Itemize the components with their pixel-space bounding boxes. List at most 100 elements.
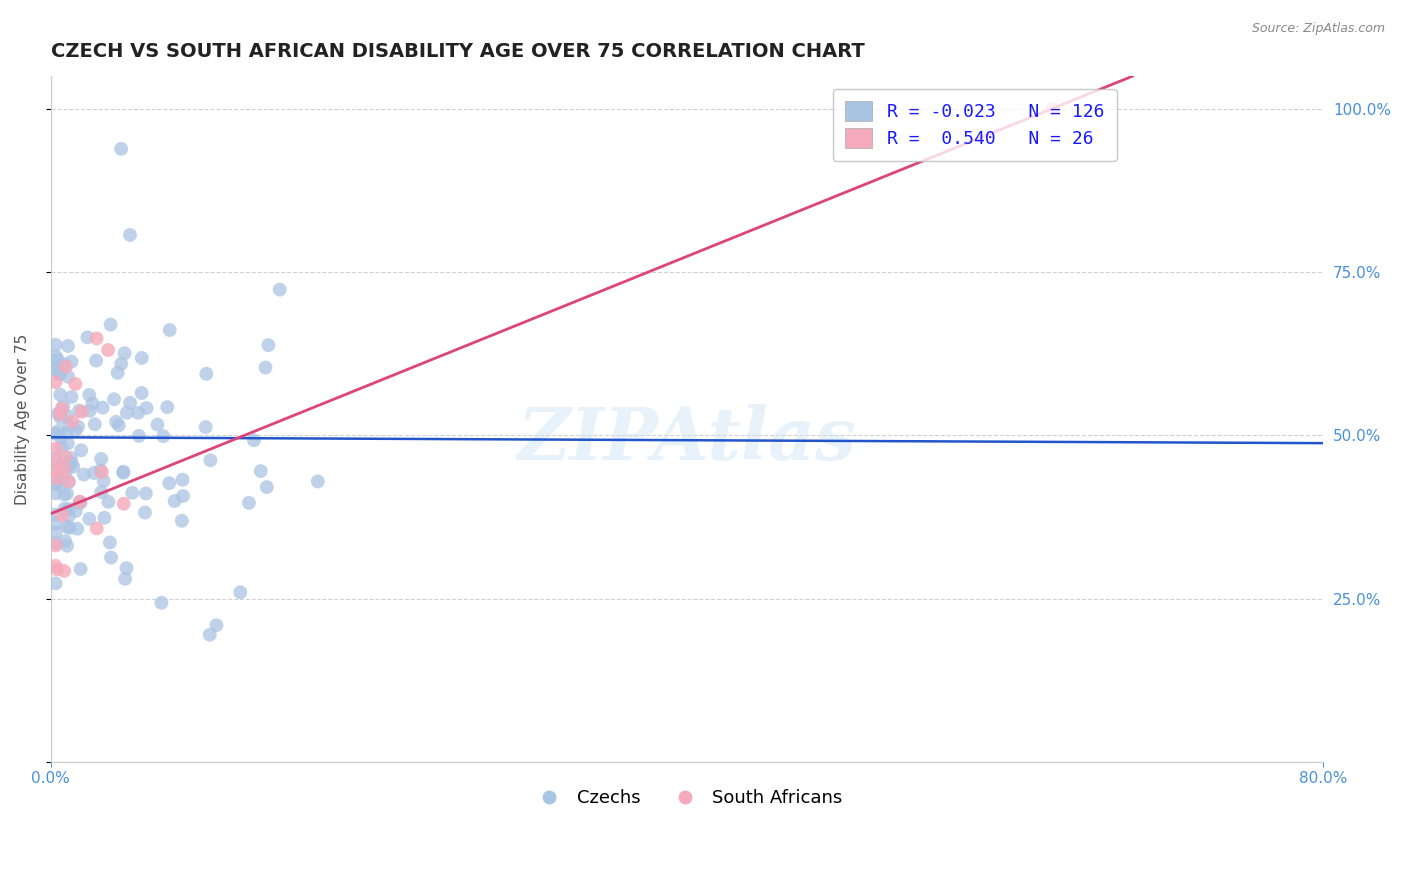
Point xyxy=(69,495,91,509)
Point xyxy=(205,618,228,632)
Point xyxy=(108,418,131,433)
Point xyxy=(152,429,174,443)
Point xyxy=(56,520,79,534)
Point xyxy=(112,466,135,480)
Point xyxy=(66,522,89,536)
Point xyxy=(45,486,67,500)
Point xyxy=(45,349,67,363)
Point xyxy=(45,459,67,474)
Point xyxy=(114,346,136,360)
Point xyxy=(114,572,136,586)
Point xyxy=(45,576,67,591)
Point xyxy=(58,521,80,535)
Point xyxy=(55,359,77,374)
Point xyxy=(146,417,169,432)
Point xyxy=(89,463,111,477)
Point xyxy=(115,561,138,575)
Point xyxy=(93,511,115,525)
Point xyxy=(62,414,84,428)
Point xyxy=(107,366,129,380)
Point xyxy=(170,514,193,528)
Point xyxy=(100,318,122,332)
Point xyxy=(45,442,67,456)
Point xyxy=(159,323,181,337)
Point xyxy=(150,596,173,610)
Point xyxy=(90,485,112,500)
Point xyxy=(157,476,180,491)
Point xyxy=(135,401,157,415)
Point xyxy=(53,534,76,549)
Point xyxy=(135,486,157,500)
Point xyxy=(77,512,100,526)
Point xyxy=(90,465,112,479)
Point xyxy=(1042,102,1064,116)
Point xyxy=(48,473,70,487)
Point xyxy=(51,508,73,523)
Point xyxy=(49,388,72,402)
Point xyxy=(62,459,84,474)
Point xyxy=(79,404,101,418)
Point xyxy=(45,450,67,465)
Point xyxy=(58,475,80,489)
Point xyxy=(58,474,80,488)
Point xyxy=(134,506,156,520)
Y-axis label: Disability Age Over 75: Disability Age Over 75 xyxy=(15,334,30,505)
Point xyxy=(115,406,138,420)
Text: CZECH VS SOUTH AFRICAN DISABILITY AGE OVER 75 CORRELATION CHART: CZECH VS SOUTH AFRICAN DISABILITY AGE OV… xyxy=(51,42,865,61)
Point xyxy=(128,429,150,443)
Point xyxy=(97,495,120,509)
Point xyxy=(56,436,79,450)
Point xyxy=(198,628,221,642)
Text: Source: ZipAtlas.com: Source: ZipAtlas.com xyxy=(1251,22,1385,36)
Point xyxy=(238,496,260,510)
Point xyxy=(112,465,135,479)
Point xyxy=(53,467,76,482)
Point xyxy=(66,419,89,434)
Point xyxy=(77,388,100,402)
Point xyxy=(100,550,122,565)
Point xyxy=(65,376,87,391)
Point xyxy=(70,405,93,419)
Point xyxy=(46,407,69,421)
Point xyxy=(53,488,76,502)
Point xyxy=(83,466,105,480)
Point xyxy=(172,489,194,503)
Point xyxy=(56,486,79,500)
Point xyxy=(118,227,141,242)
Point xyxy=(53,501,76,516)
Point xyxy=(65,424,87,438)
Point xyxy=(86,331,108,345)
Point xyxy=(53,564,76,578)
Point xyxy=(56,539,79,553)
Point xyxy=(45,558,67,573)
Point xyxy=(58,509,80,524)
Point xyxy=(49,407,72,421)
Point xyxy=(45,538,67,552)
Point xyxy=(163,494,186,508)
Point xyxy=(195,367,218,381)
Point xyxy=(93,474,115,488)
Point xyxy=(56,459,79,474)
Point xyxy=(59,450,82,465)
Point xyxy=(69,562,91,576)
Point xyxy=(58,418,80,433)
Point xyxy=(56,409,79,423)
Point xyxy=(56,369,79,384)
Point xyxy=(45,363,67,377)
Point xyxy=(45,426,67,441)
Point xyxy=(307,475,329,489)
Point xyxy=(51,401,73,416)
Point xyxy=(45,516,67,531)
Point xyxy=(172,473,194,487)
Point xyxy=(56,339,79,353)
Point xyxy=(98,535,121,549)
Text: ZIPAtlas: ZIPAtlas xyxy=(517,404,856,475)
Point xyxy=(55,425,77,440)
Point xyxy=(131,386,153,401)
Point xyxy=(48,367,70,381)
Point xyxy=(84,353,107,368)
Point xyxy=(60,354,83,368)
Point xyxy=(45,476,67,491)
Point xyxy=(70,443,93,458)
Point xyxy=(45,525,67,540)
